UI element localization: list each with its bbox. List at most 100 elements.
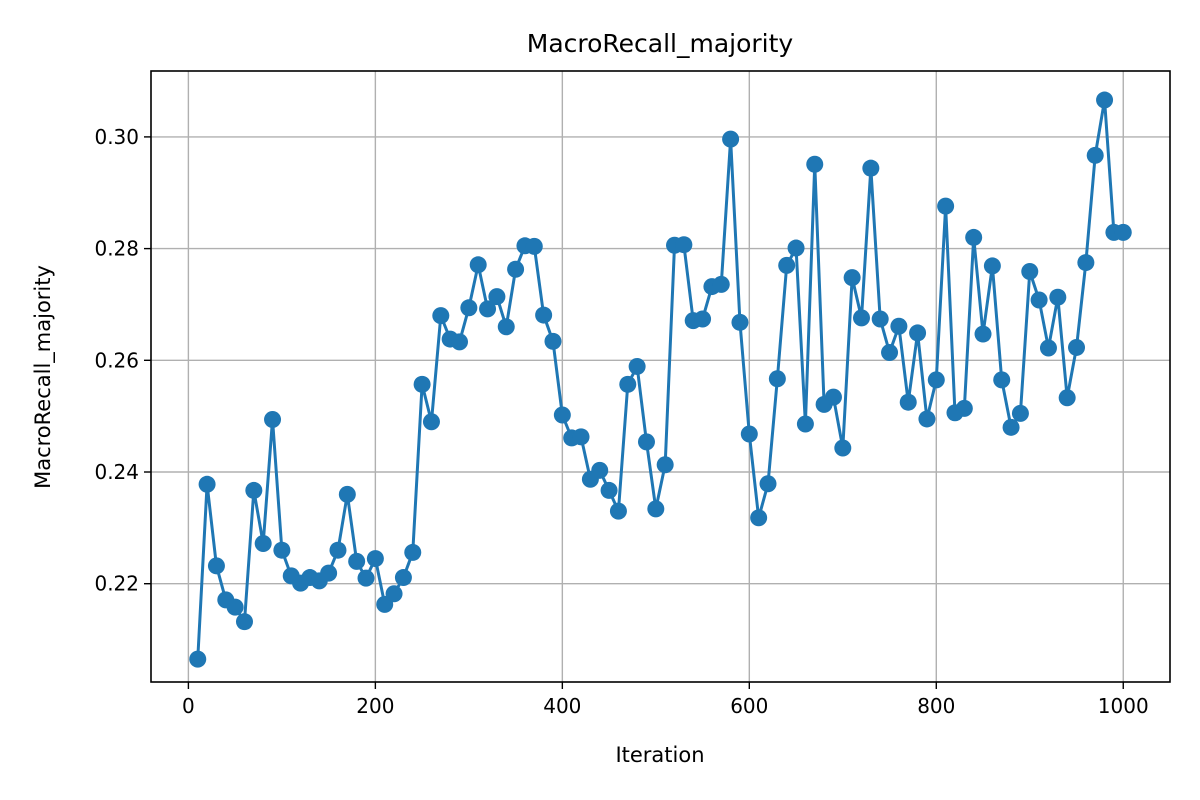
data-point (1049, 288, 1067, 306)
x-tick-label: 0 (182, 694, 195, 718)
data-point (572, 428, 590, 446)
data-point (479, 300, 497, 318)
x-axis-label: Iteration (615, 743, 704, 767)
data-point (235, 613, 253, 631)
data-point (656, 456, 674, 474)
data-point (1030, 291, 1048, 309)
y-tick-label: 0.22 (94, 572, 139, 596)
data-point (385, 585, 403, 603)
data-point (469, 256, 487, 274)
data-point (591, 461, 609, 479)
x-tick-label: 200 (356, 694, 394, 718)
data-point (899, 393, 917, 411)
data-point (1086, 146, 1104, 164)
data-point (413, 375, 431, 393)
data-point (768, 370, 786, 388)
data-point (750, 509, 768, 527)
data-point (207, 557, 225, 575)
data-point (796, 415, 814, 433)
data-point (1077, 254, 1095, 272)
x-tick-label: 1000 (1098, 694, 1149, 718)
y-tick-label: 0.30 (94, 125, 139, 149)
data-point (694, 310, 712, 328)
data-point (955, 399, 973, 417)
ticks: 0 200 400 600 800 1000 0.22 0.24 0.26 0.28 0.30 (94, 125, 1148, 718)
data-point (245, 481, 263, 499)
data-point (609, 502, 627, 520)
data-point (404, 543, 422, 561)
data-point (544, 332, 562, 350)
data-point (1011, 404, 1029, 422)
data-point (890, 317, 908, 335)
data-point (824, 388, 842, 406)
data-point (525, 237, 543, 255)
x-tick-label: 600 (730, 694, 768, 718)
data-point (927, 371, 945, 389)
data-point (806, 155, 824, 173)
series-layer (189, 91, 1132, 668)
data-point (1068, 338, 1086, 356)
data-point (881, 343, 899, 361)
y-axis-label: MacroRecall_majority (31, 265, 56, 489)
y-tick-label: 0.24 (94, 460, 139, 484)
data-point (852, 309, 870, 327)
data-point (731, 313, 749, 331)
data-point (778, 256, 796, 274)
data-point (937, 197, 955, 215)
data-point (273, 541, 291, 559)
data-point (1114, 223, 1132, 241)
data-point (647, 500, 665, 518)
x-tick-label: 800 (917, 694, 955, 718)
data-point (759, 475, 777, 493)
data-point (712, 275, 730, 293)
data-point (965, 228, 983, 246)
plot-frame (150, 70, 1171, 683)
data-point (254, 534, 272, 552)
y-tick-label: 0.28 (94, 237, 139, 261)
data-point (329, 541, 347, 559)
data-point (722, 130, 740, 148)
data-point (1039, 339, 1057, 357)
data-point (637, 433, 655, 451)
data-point (619, 375, 637, 393)
data-point (432, 307, 450, 325)
data-point (348, 552, 366, 570)
data-point (843, 269, 861, 287)
y-tick-label: 0.26 (94, 348, 139, 372)
data-point (226, 598, 244, 616)
data-point (189, 650, 207, 668)
data-point (198, 475, 216, 493)
data-point (909, 324, 927, 342)
data-point (507, 260, 525, 278)
data-point (871, 310, 889, 328)
data-point (451, 333, 469, 351)
data-point (535, 306, 553, 324)
series-line (196, 98, 1124, 660)
data-point (553, 406, 571, 424)
data-point (628, 357, 646, 375)
data-point (918, 410, 936, 428)
data-point (787, 239, 805, 257)
data-point (320, 564, 338, 582)
data-point (974, 325, 992, 343)
data-point (366, 550, 384, 568)
chart-title: MacroRecall_majority (527, 29, 794, 58)
data-point (1002, 418, 1020, 436)
data-point (394, 569, 412, 587)
data-point (740, 425, 758, 443)
data-point (488, 288, 506, 306)
data-point (460, 299, 478, 317)
data-point (264, 411, 282, 429)
data-point (497, 318, 515, 336)
data-point (1021, 263, 1039, 281)
data-point (600, 481, 618, 499)
data-point (993, 371, 1011, 389)
data-point (422, 413, 440, 431)
x-tick-label: 400 (543, 694, 581, 718)
data-point (862, 159, 880, 177)
data-point (834, 439, 852, 457)
data-point (338, 485, 356, 503)
data-point (357, 569, 375, 587)
